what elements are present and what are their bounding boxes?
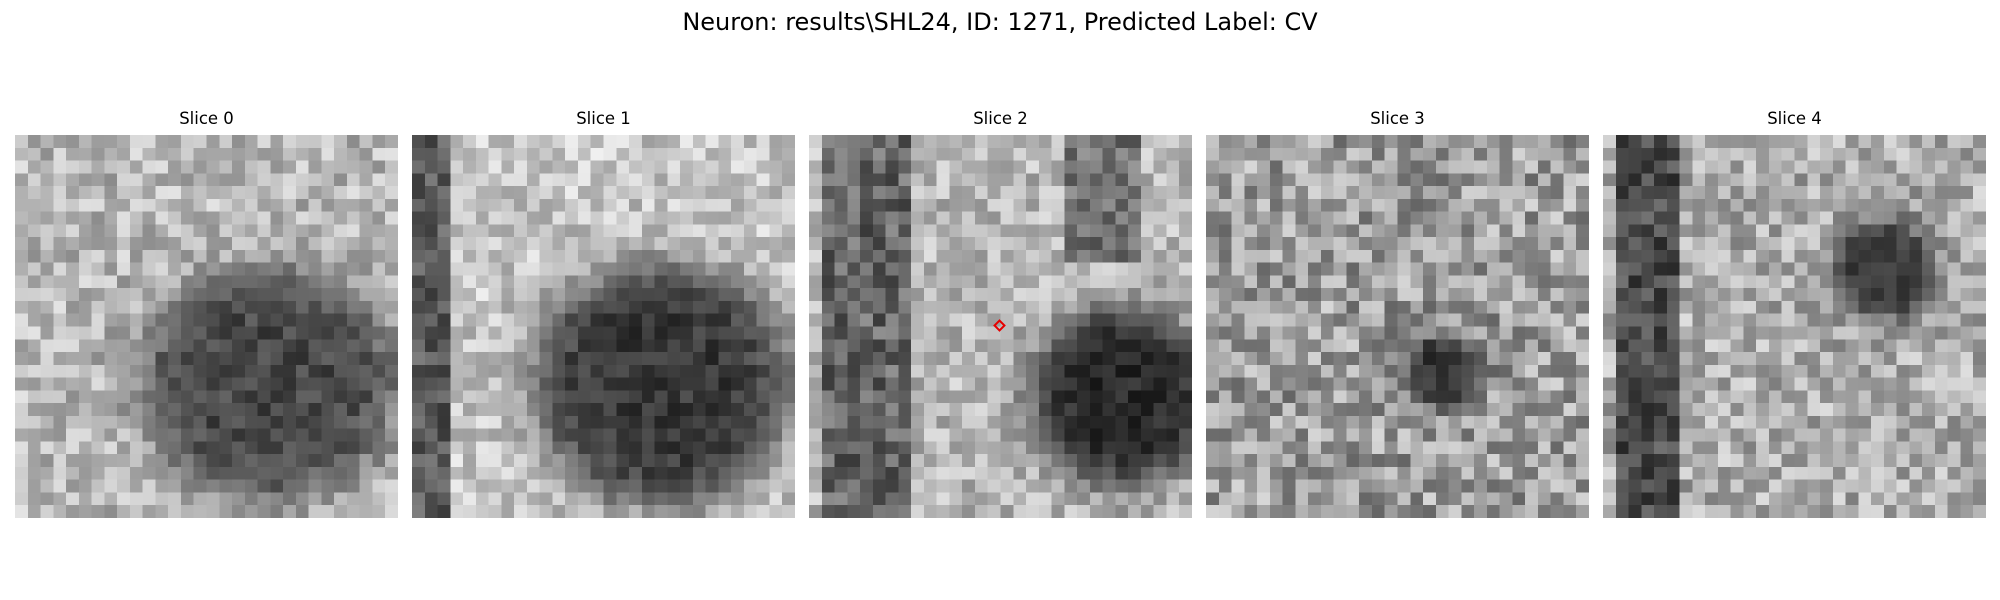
slice-panel-1: Slice 1 [412,108,795,520]
slice-title-0: Slice 0 [179,109,234,128]
slice-panel-4: Slice 4 [1603,108,1986,520]
slice-image-3 [1206,135,1589,518]
slice-title-1: Slice 1 [576,109,631,128]
slice-title-4: Slice 4 [1767,109,1822,128]
slice-image-1 [412,135,795,518]
slice-panel-2: Slice 2 [809,108,1192,520]
slice-panel-0: Slice 0 [15,108,398,520]
slice-panel-3: Slice 3 [1206,108,1589,520]
slice-image-2 [809,135,1192,518]
figure-title: Neuron: results\SHL24, ID: 1271, Predict… [682,8,1318,36]
slice-title-3: Slice 3 [1370,109,1425,128]
slice-title-2: Slice 2 [973,109,1028,128]
slice-image-0 [15,135,398,518]
slice-image-4 [1603,135,1986,518]
